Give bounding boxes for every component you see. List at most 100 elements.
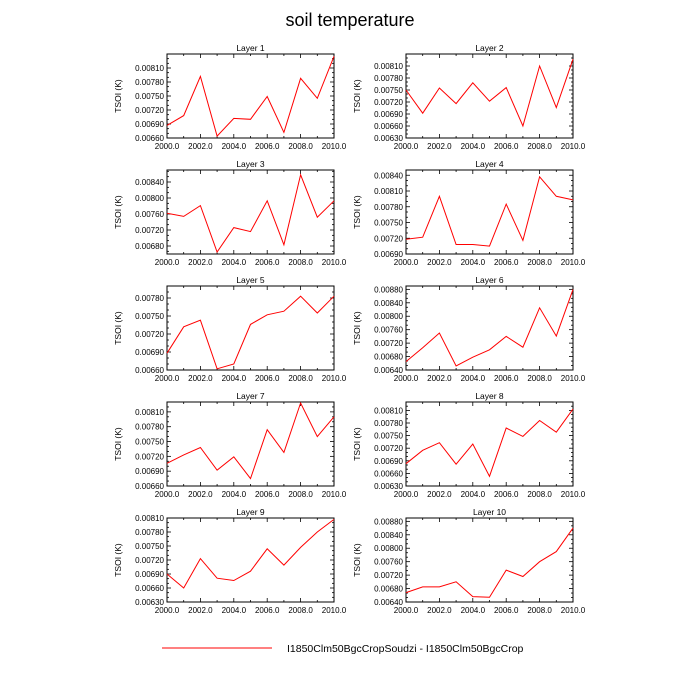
y-tick-label: 0.00720 (374, 571, 403, 580)
y-tick-label: 0.00780 (135, 423, 164, 432)
y-tick-label: 0.00680 (374, 585, 403, 594)
x-tick-label: 2004.0 (222, 374, 247, 383)
y-tick-label: 0.00800 (374, 544, 403, 553)
series-line (405, 59, 574, 128)
x-tick-label: 2004.0 (461, 490, 486, 499)
x-tick-label: 2008.0 (288, 606, 313, 615)
plot-frame (166, 169, 335, 255)
y-tick-label: 0.00810 (135, 408, 164, 417)
panel-title: Layer 5 (236, 275, 265, 285)
x-tick-label: 2002.0 (427, 374, 452, 383)
plot-frame (166, 517, 335, 603)
y-tick-label: 0.00780 (135, 78, 164, 87)
y-axis-label: TSOI (K) (352, 195, 362, 229)
y-tick-label: 0.00720 (135, 556, 164, 565)
x-tick-label: 2010.0 (561, 142, 586, 151)
y-tick-label: 0.00630 (374, 482, 403, 491)
x-tick-label: 2004.0 (222, 258, 247, 267)
panel-title: Layer 3 (236, 159, 265, 169)
y-tick-label: 0.00690 (374, 250, 403, 259)
panel-title: Layer 1 (236, 43, 265, 53)
plot-frame (166, 401, 335, 487)
chart-panel: Layer 7 TSOI (K) 2000.0 2002.0 2004.0 2006.0 2… (113, 391, 347, 499)
x-tick-label: 2002.0 (188, 490, 213, 499)
x-tick-label: 2002.0 (188, 258, 213, 267)
panel-title: Layer 9 (236, 507, 265, 517)
y-tick-label: 0.00690 (135, 467, 164, 476)
x-tick-label: 2006.0 (494, 374, 519, 383)
x-tick-label: 2010.0 (561, 258, 586, 267)
chart-panel: Layer 2 TSOI (K) 2000.0 2002.0 2004.0 2006.0 2… (352, 43, 586, 151)
x-tick-label: 2010.0 (561, 374, 586, 383)
plot-frame (405, 401, 574, 487)
y-tick-label: 0.00660 (135, 134, 164, 143)
y-tick-label: 0.00810 (374, 62, 403, 71)
y-tick-label: 0.00660 (135, 482, 164, 491)
x-tick-label: 2002.0 (427, 606, 452, 615)
y-tick-label: 0.00680 (374, 353, 403, 362)
series-line (166, 56, 335, 138)
plot-frame (405, 285, 574, 371)
y-tick-label: 0.00880 (374, 285, 403, 294)
y-tick-label: 0.00810 (135, 64, 164, 73)
x-tick-label: 2002.0 (188, 142, 213, 151)
y-tick-label: 0.00800 (135, 194, 164, 203)
y-tick-label: 0.00690 (374, 457, 403, 466)
y-tick-label: 0.00750 (374, 219, 403, 228)
series-line (166, 401, 335, 480)
y-tick-label: 0.00720 (135, 106, 164, 115)
x-tick-label: 2004.0 (461, 142, 486, 151)
series-line (405, 408, 574, 478)
panel-title: Layer 2 (475, 43, 504, 53)
y-tick-label: 0.00720 (135, 452, 164, 461)
x-tick-label: 2000.0 (155, 142, 180, 151)
x-tick-label: 2008.0 (288, 258, 313, 267)
x-tick-label: 2004.0 (222, 490, 247, 499)
y-tick-label: 0.00780 (374, 419, 403, 428)
series-line (166, 173, 335, 254)
x-tick-label: 2004.0 (461, 374, 486, 383)
y-axis-label: TSOI (K) (113, 79, 123, 113)
plot-frame (405, 53, 574, 139)
chart-panel: Layer 8 TSOI (K) 2000.0 2002.0 2004.0 2006.0 2… (352, 391, 586, 499)
x-tick-label: 2002.0 (188, 374, 213, 383)
chart-panel: Layer 5 TSOI (K) 2000.0 2002.0 2004.0 2006.0 2… (113, 275, 347, 383)
y-tick-label: 0.00750 (135, 542, 164, 551)
x-tick-label: 2008.0 (527, 258, 552, 267)
x-tick-label: 2010.0 (322, 606, 347, 615)
y-tick-label: 0.00720 (374, 444, 403, 453)
y-tick-label: 0.00760 (374, 326, 403, 335)
x-tick-label: 2010.0 (561, 490, 586, 499)
x-tick-label: 2000.0 (394, 606, 419, 615)
y-tick-label: 0.00780 (374, 203, 403, 212)
chart-panel: Layer 6 TSOI (K) 2000.0 2002.0 2004.0 2006.0 2… (352, 275, 586, 383)
x-tick-label: 2006.0 (255, 258, 280, 267)
y-tick-label: 0.00780 (135, 528, 164, 537)
y-tick-label: 0.00760 (135, 210, 164, 219)
y-tick-label: 0.00760 (374, 558, 403, 567)
chart-panel: Layer 9 TSOI (K) 2000.0 2002.0 2004.0 2006.0 2… (113, 507, 347, 615)
y-tick-label: 0.00840 (374, 171, 403, 180)
y-tick-label: 0.00640 (374, 598, 403, 607)
y-axis-label: TSOI (K) (113, 311, 123, 345)
y-tick-label: 0.00780 (374, 74, 403, 83)
y-tick-label: 0.00750 (374, 86, 403, 95)
x-tick-label: 2008.0 (288, 142, 313, 151)
x-tick-label: 2004.0 (222, 142, 247, 151)
chart-panel: Layer 4 TSOI (K) 2000.0 2002.0 2004.0 2006.0 2… (352, 159, 586, 267)
x-tick-label: 2010.0 (322, 490, 347, 499)
y-tick-label: 0.00750 (374, 432, 403, 441)
x-tick-label: 2006.0 (255, 142, 280, 151)
y-tick-label: 0.00840 (374, 299, 403, 308)
y-axis-label: TSOI (K) (113, 427, 123, 461)
x-tick-label: 2000.0 (155, 258, 180, 267)
series-line (405, 289, 574, 367)
series-line (166, 519, 335, 589)
y-tick-label: 0.00780 (135, 294, 164, 303)
y-tick-label: 0.00660 (374, 122, 403, 131)
y-tick-label: 0.00810 (374, 187, 403, 196)
x-tick-label: 2000.0 (394, 374, 419, 383)
y-axis-label: TSOI (K) (352, 311, 362, 345)
y-tick-label: 0.00810 (135, 514, 164, 523)
series-line (405, 175, 574, 247)
